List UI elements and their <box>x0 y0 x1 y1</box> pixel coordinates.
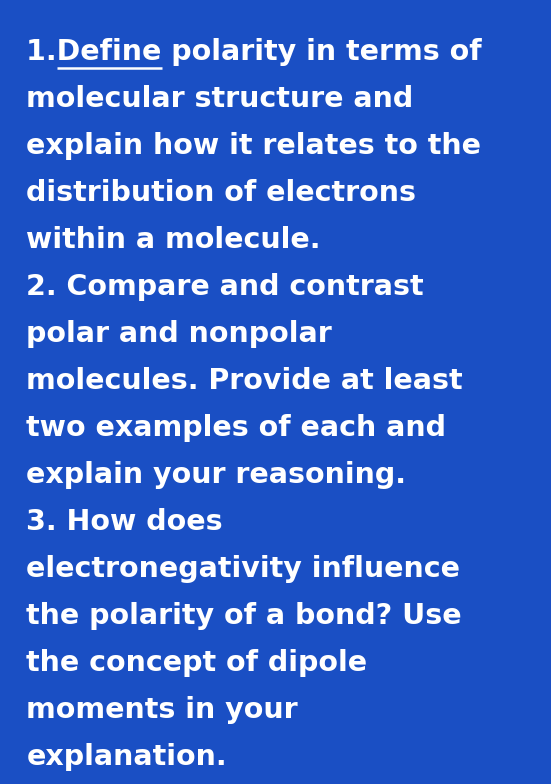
Text: explanation.: explanation. <box>26 743 227 771</box>
Text: the polarity of a bond? Use: the polarity of a bond? Use <box>26 602 462 630</box>
Text: molecules. Provide at least: molecules. Provide at least <box>26 367 463 395</box>
Text: explain your reasoning.: explain your reasoning. <box>26 461 407 489</box>
Text: 2. Compare and contrast: 2. Compare and contrast <box>26 273 424 301</box>
Text: distribution of electrons: distribution of electrons <box>26 179 417 207</box>
Text: moments in your: moments in your <box>26 696 298 724</box>
Text: two examples of each and: two examples of each and <box>26 414 446 442</box>
Text: the concept of dipole: the concept of dipole <box>26 649 368 677</box>
Text: 1.Define polarity in terms of: 1.Define polarity in terms of <box>26 38 482 66</box>
Text: molecular structure and: molecular structure and <box>26 85 414 113</box>
Text: 3. How does: 3. How does <box>26 508 223 536</box>
Text: within a molecule.: within a molecule. <box>26 226 321 254</box>
Text: explain how it relates to the: explain how it relates to the <box>26 132 482 160</box>
Text: electronegativity influence: electronegativity influence <box>26 555 461 583</box>
Text: polar and nonpolar: polar and nonpolar <box>26 320 332 348</box>
